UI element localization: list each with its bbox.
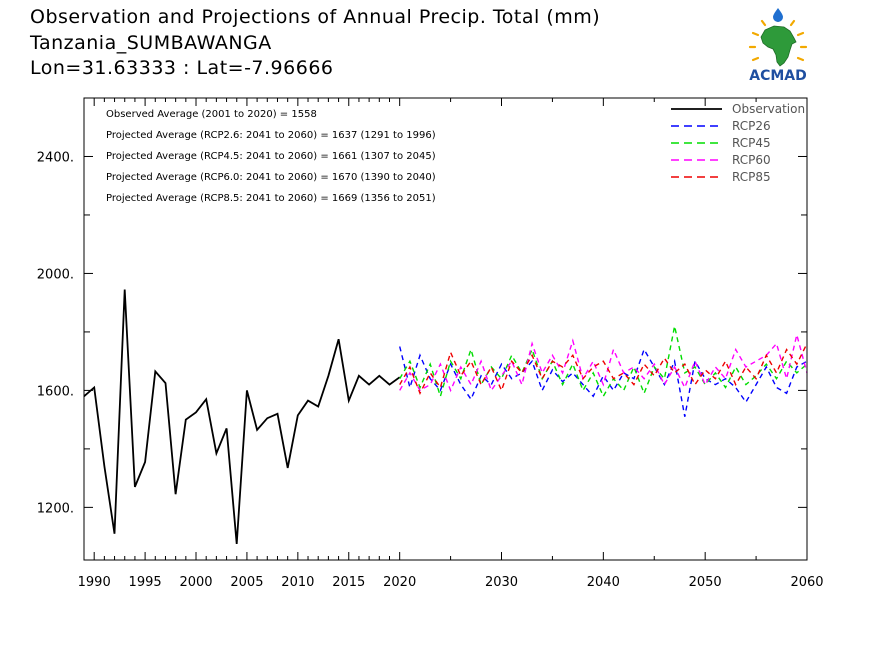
x-tick-label: 2010: [281, 575, 314, 590]
y-tick-label: 1200.: [37, 501, 74, 516]
x-tick-label: 2050: [689, 575, 722, 590]
legend-label: RCP26: [732, 119, 771, 133]
series-line-observation: [83, 289, 401, 544]
x-tick-label: 2000: [179, 575, 212, 590]
plot-frame: [83, 97, 808, 561]
x-tick-label: 2015: [332, 575, 365, 590]
x-tick-label: 2040: [587, 575, 620, 590]
stat-line: Observed Average (2001 to 2020) = 1558: [106, 109, 317, 120]
x-tick-label: 1995: [129, 575, 162, 590]
series-lines: [83, 289, 808, 544]
logo-text: ACMAD: [749, 68, 807, 82]
stat-line: Projected Average (RCP8.5: 2041 to 2060)…: [106, 193, 436, 204]
legend-label: Observation: [732, 102, 805, 116]
legend: Observation RCP26 RCP45 RCP60 RCP85: [671, 102, 805, 184]
x-tick-label: 2060: [790, 575, 823, 590]
acmad-logo: ACMAD: [748, 8, 808, 82]
x-tick-label: 2020: [383, 575, 416, 590]
axes: 1200. 1600. 2000. 2400. 1990 1995 2000 2005 2010…: [37, 97, 824, 590]
water-drop-icon: [773, 8, 783, 22]
stat-line: Projected Average (RCP6.0: 2041 to 2060)…: [106, 172, 436, 183]
africa-map-icon: [760, 25, 797, 67]
station-name: Tanzania_SUMBAWANGA: [30, 32, 272, 54]
legend-label: RCP85: [732, 170, 771, 184]
y-tick-label: 2400.: [37, 150, 74, 165]
series-line-rcp26: [399, 346, 808, 417]
y-tick-label: 2000.: [37, 267, 74, 282]
series-line-rcp60: [399, 334, 808, 393]
x-tick-label: 2005: [230, 575, 263, 590]
stat-line: Projected Average (RCP2.6: 2041 to 2060)…: [106, 130, 436, 141]
legend-label: RCP45: [732, 136, 771, 150]
x-tick-label: 1990: [78, 575, 111, 590]
stat-line: Projected Average (RCP4.5: 2041 to 2060)…: [106, 151, 436, 162]
x-tick-label: 2030: [485, 575, 518, 590]
chart-title: Observation and Projections of Annual Pr…: [30, 6, 601, 28]
coordinates: Lon=31.63333 : Lat=-7.96666: [30, 57, 334, 79]
stats-box: Observed Average (2001 to 2020) = 1558 Pr…: [106, 109, 436, 204]
y-tick-label: 1600.: [37, 384, 74, 399]
legend-label: RCP60: [732, 153, 771, 167]
series-line-rcp85: [399, 343, 808, 396]
